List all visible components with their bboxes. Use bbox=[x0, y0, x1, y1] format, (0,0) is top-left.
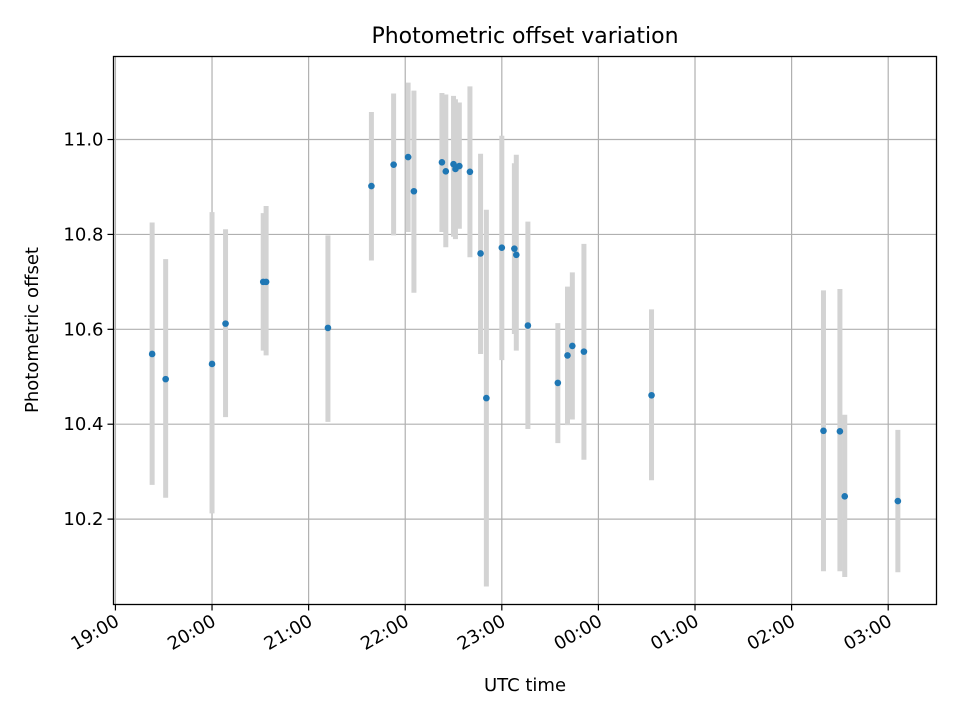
data-point bbox=[438, 159, 446, 166]
data-point bbox=[511, 245, 518, 252]
chart-title: Photometric offset variation bbox=[371, 24, 678, 49]
data-point bbox=[580, 348, 588, 355]
data-points bbox=[148, 153, 902, 505]
x-axis-label: UTC time bbox=[484, 675, 566, 696]
data-point bbox=[222, 320, 229, 327]
data-point bbox=[483, 394, 490, 402]
data-point bbox=[564, 352, 571, 359]
data-point bbox=[324, 324, 332, 332]
data-point bbox=[648, 391, 655, 399]
data-point bbox=[894, 497, 902, 505]
y-tick-label: 11.0 bbox=[63, 130, 103, 151]
data-point bbox=[498, 244, 506, 252]
data-point bbox=[466, 168, 474, 176]
y-tick-label: 10.8 bbox=[63, 224, 103, 245]
data-point bbox=[477, 250, 484, 257]
data-point bbox=[442, 168, 450, 175]
y-tick-label: 10.2 bbox=[63, 509, 103, 530]
y-tick-label: 10.6 bbox=[63, 319, 103, 340]
data-point bbox=[148, 350, 156, 358]
y-axis-label: Photometric offset bbox=[22, 247, 43, 413]
data-point bbox=[836, 428, 844, 435]
data-point bbox=[456, 162, 463, 170]
data-point bbox=[513, 251, 520, 259]
data-point bbox=[404, 153, 412, 161]
plot-frame bbox=[112, 55, 938, 606]
data-point bbox=[368, 182, 375, 190]
y-axis-ticks: 10.2 10.4 10.6 10.8 11.0 bbox=[63, 130, 114, 530]
data-point bbox=[390, 161, 397, 168]
data-point bbox=[820, 427, 827, 435]
data-point bbox=[841, 493, 849, 500]
y-tick-label: 10.4 bbox=[63, 414, 103, 435]
data-point bbox=[524, 322, 532, 329]
data-point bbox=[162, 375, 169, 383]
data-point bbox=[410, 187, 418, 195]
data-point bbox=[554, 379, 562, 387]
data-point bbox=[208, 360, 216, 368]
data-point bbox=[569, 342, 576, 350]
data-point bbox=[262, 278, 270, 286]
